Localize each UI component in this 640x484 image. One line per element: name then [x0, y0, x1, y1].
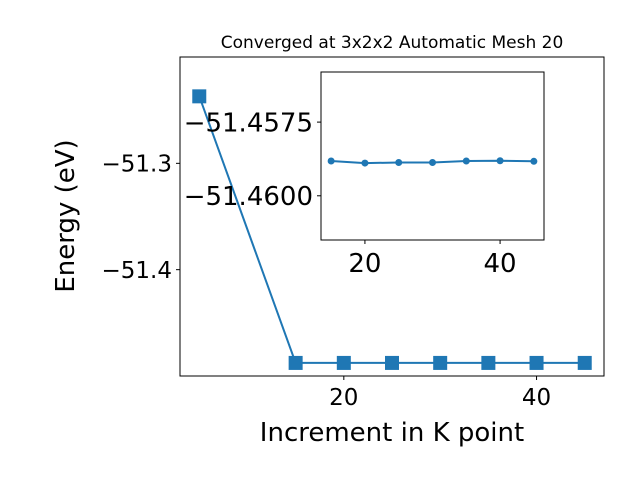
x-tick-label: 40 [522, 385, 551, 411]
data-point-square [288, 355, 303, 370]
y-axis-label: Energy (eV) [51, 139, 81, 292]
inset-ticks: 20 40 −51.4600 −51.4575 [184, 108, 517, 279]
data-point-circle [361, 159, 369, 167]
data-point-square [433, 355, 448, 370]
main-ticks: 20 40 −51.3 −51.4 [102, 152, 552, 411]
data-point-square [529, 355, 544, 370]
main-series [192, 89, 592, 370]
main-axes: Converged at 3x2x2 Automatic Mesh 20 20 4… [51, 33, 605, 448]
series-line [198, 95, 585, 364]
inset-series [327, 157, 538, 167]
chart-title: Converged at 3x2x2 Automatic Mesh 20 [221, 33, 564, 53]
data-point-circle [530, 157, 538, 165]
data-point-square [481, 355, 496, 370]
inset-axes: 20 40 −51.4600 −51.4575 [184, 71, 545, 279]
y-tick-label: −51.4575 [184, 108, 313, 138]
data-point-circle [429, 158, 436, 166]
inset-plot-frame [320, 71, 545, 241]
y-tick-label: −51.4 [102, 258, 172, 284]
data-point-circle [327, 157, 335, 165]
x-tick-label: 40 [484, 249, 517, 279]
main-plot-frame [179, 56, 605, 377]
x-axis-label: Increment in K point [260, 418, 524, 448]
inset-background [321, 72, 544, 240]
y-tick-label: −51.4600 [184, 182, 313, 212]
y-tick-label: −51.3 [102, 152, 172, 178]
data-point-square [577, 355, 592, 370]
data-point-circle [496, 157, 504, 165]
data-point-circle [462, 157, 470, 165]
data-point-square [385, 355, 399, 370]
data-point-circle [395, 158, 403, 166]
data-point-square [192, 89, 207, 104]
data-point-square [336, 355, 351, 370]
x-tick-label: 20 [348, 249, 381, 279]
x-tick-label: 20 [329, 385, 358, 411]
